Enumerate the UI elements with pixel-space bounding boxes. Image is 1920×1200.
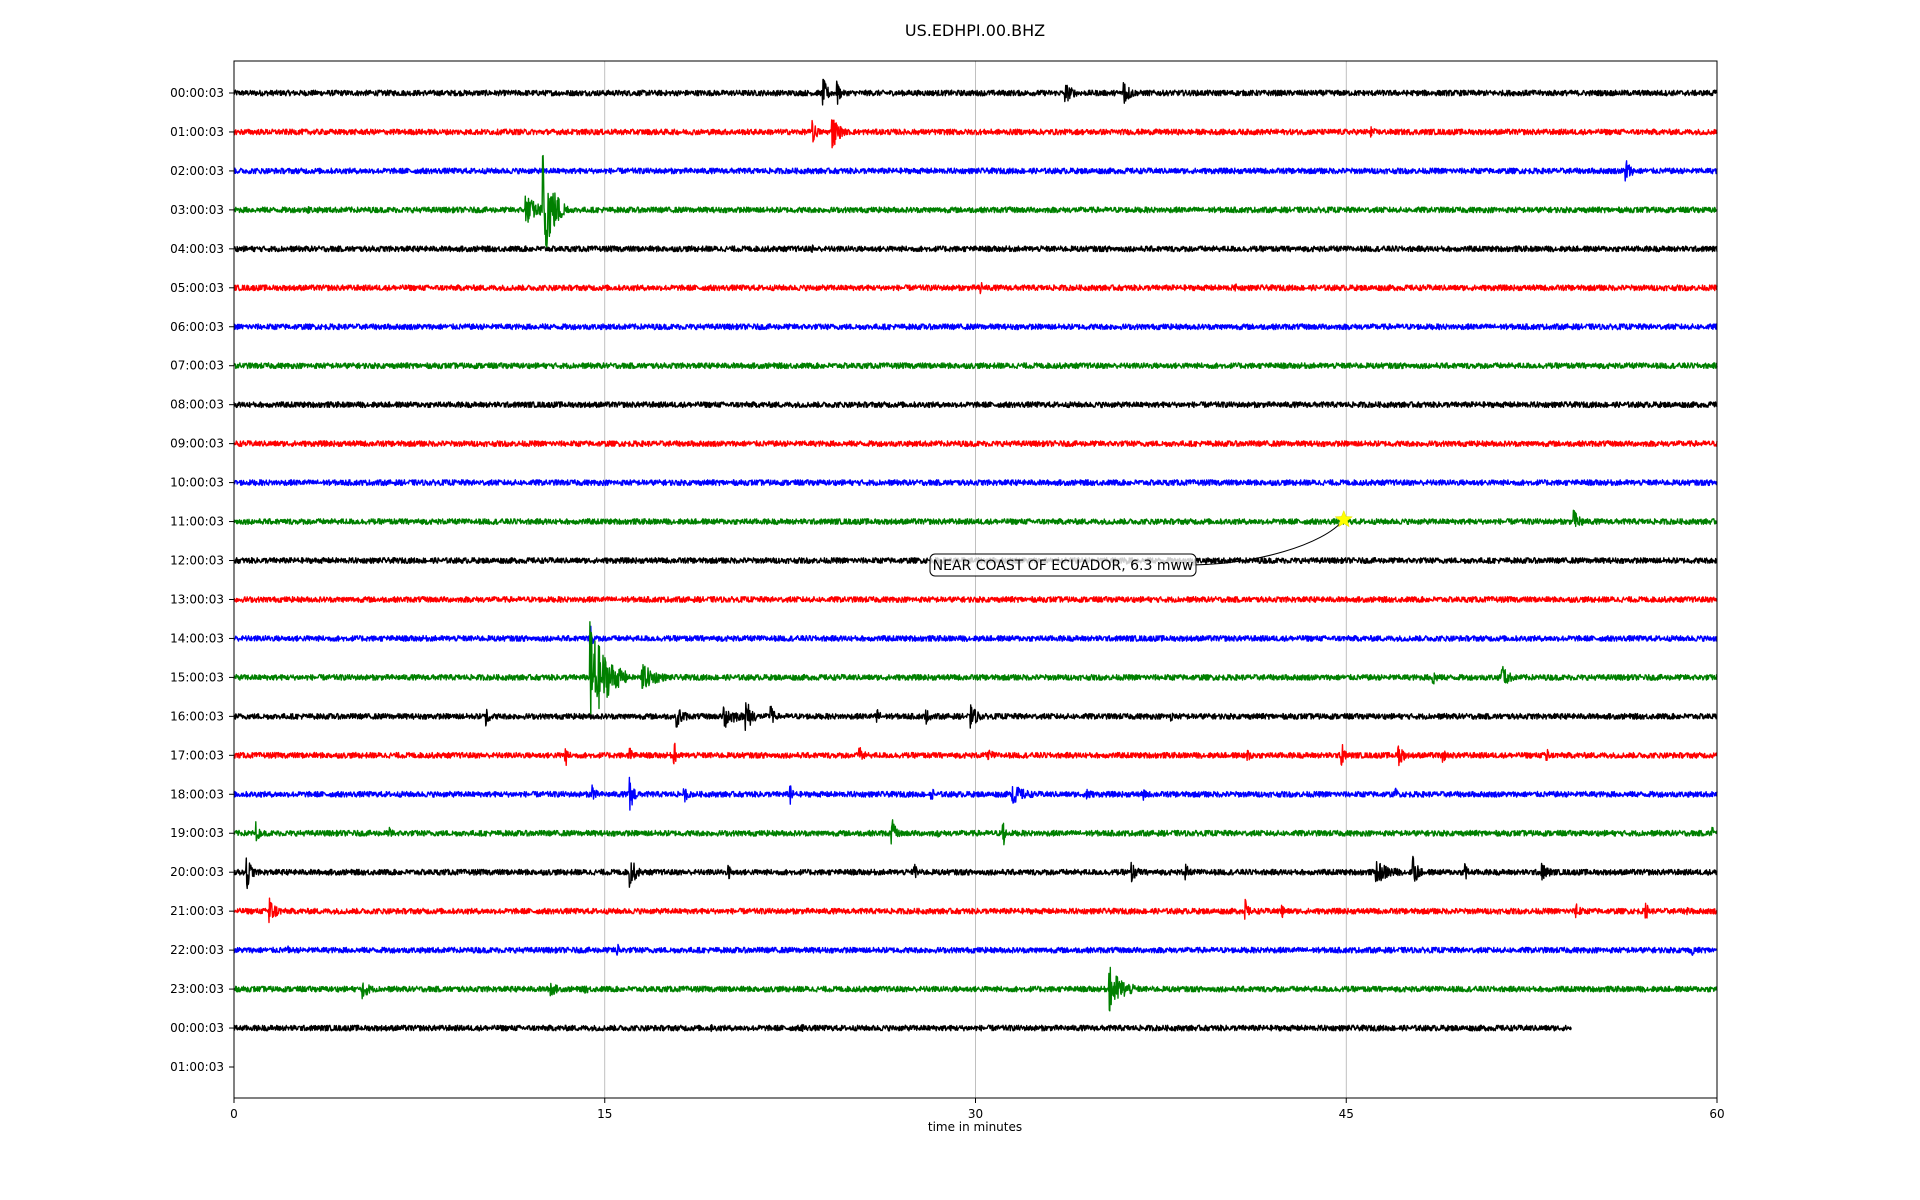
y-tick-label: 18:00:03 xyxy=(170,787,224,801)
y-tick-labels: 00:00:03 01:00:03 02:00:03 03:00:03 04:00:03… xyxy=(170,86,234,1074)
trace-row xyxy=(233,897,1718,924)
trace-row xyxy=(233,119,1718,149)
trace-row xyxy=(233,943,1718,956)
trace-row xyxy=(233,323,1718,331)
y-tick-label: 07:00:03 xyxy=(170,359,224,373)
y-tick-label: 17:00:03 xyxy=(170,748,224,762)
y-tick-label: 08:00:03 xyxy=(170,398,224,412)
x-tick-label: 60 xyxy=(1709,1107,1724,1121)
x-tick-label: 0 xyxy=(230,1107,238,1121)
y-tick-label: 13:00:03 xyxy=(170,592,224,606)
trace-row xyxy=(233,1023,1572,1033)
y-tick-label: 06:00:03 xyxy=(170,320,224,334)
annotation-text: NEAR COAST OF ECUADOR, 6.3 mww xyxy=(933,558,1194,574)
trace-row xyxy=(233,509,1718,528)
trace-row xyxy=(233,282,1718,295)
y-tick-label: 11:00:03 xyxy=(170,515,224,529)
grid-lines xyxy=(604,61,1347,1098)
trace-row xyxy=(233,625,1718,650)
trace-row xyxy=(233,621,1718,720)
y-tick-label: 12:00:03 xyxy=(170,554,224,568)
y-tick-label: 22:00:03 xyxy=(170,943,224,957)
annotation-box xyxy=(929,553,1197,577)
trace-row xyxy=(233,244,1718,253)
trace-row xyxy=(233,776,1718,811)
y-tick-label: 02:00:03 xyxy=(170,164,224,178)
seismic-traces xyxy=(233,78,1718,1033)
y-tick-label: 09:00:03 xyxy=(170,437,224,451)
y-tick-label: 01:00:03 xyxy=(170,1060,224,1074)
trace-row xyxy=(233,479,1718,487)
trace-row xyxy=(233,440,1718,448)
trace-row xyxy=(233,702,1718,731)
x-axis-ticks: 0 15 30 45 60 xyxy=(230,1098,1725,1121)
x-tick-label: 15 xyxy=(597,1107,612,1121)
x-tick-label: 30 xyxy=(968,1107,983,1121)
y-tick-label: 01:00:03 xyxy=(170,125,224,139)
y-tick-label: 00:00:03 xyxy=(170,1021,224,1035)
y-tick-label: 20:00:03 xyxy=(170,865,224,879)
trace-row xyxy=(233,154,1718,249)
trace-row xyxy=(233,966,1718,1012)
y-tick-label: 16:00:03 xyxy=(170,709,224,723)
y-tick-label: 05:00:03 xyxy=(170,281,224,295)
event-annotation: NEAR COAST OF ECUADOR, 6.3 mww xyxy=(929,509,1353,577)
annotation-connector xyxy=(1185,519,1345,566)
x-axis-label: time in minutes xyxy=(928,1120,1022,1134)
trace-row xyxy=(233,596,1718,603)
y-tick-label: 21:00:03 xyxy=(170,904,224,918)
y-tick-label: 10:00:03 xyxy=(170,476,224,490)
y-tick-label: 19:00:03 xyxy=(170,826,224,840)
y-tick-label: 15:00:03 xyxy=(170,670,224,684)
event-star-marker xyxy=(1334,509,1353,528)
trace-row xyxy=(233,160,1718,182)
trace-row xyxy=(233,855,1718,890)
trace-row xyxy=(233,362,1718,370)
y-tick-label: 00:00:03 xyxy=(170,86,224,100)
plot-frame xyxy=(233,60,1718,1099)
trace-row xyxy=(233,78,1718,106)
x-tick-label: 45 xyxy=(1339,1107,1354,1121)
trace-row xyxy=(233,819,1718,846)
y-tick-label: 23:00:03 xyxy=(170,982,224,996)
trace-row xyxy=(233,401,1718,409)
chart-title: US.EDHPI.00.BHZ xyxy=(905,21,1045,40)
y-tick-label: 04:00:03 xyxy=(170,242,224,256)
y-tick-label: 03:00:03 xyxy=(170,203,224,217)
y-tick-label: 14:00:03 xyxy=(170,631,224,645)
trace-row xyxy=(233,742,1718,767)
